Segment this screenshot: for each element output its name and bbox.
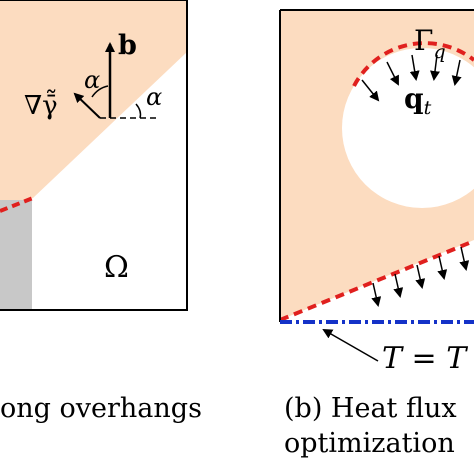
edge-flux-arrow <box>437 255 448 280</box>
edge-flux-arrows <box>371 246 470 307</box>
hole-flux-arrow <box>361 79 380 102</box>
flux-vector-subscript: t <box>424 97 432 119</box>
caption-b-line1: (b) Heat flux <box>284 393 457 424</box>
temperature-label: T = T <box>382 341 468 376</box>
angle-label-1: α <box>84 66 100 94</box>
panel-a: b ∇γ̄̃ α α Ω <box>0 0 188 311</box>
caption-a-line1: ong overhangs <box>0 393 202 424</box>
panel-b: Γq qt T = T <box>279 9 474 376</box>
hole-flux-arrow <box>386 61 399 86</box>
flux-boundary-subscript: q <box>433 41 445 63</box>
angle-arc-2 <box>135 103 142 119</box>
angle-label-2: α <box>146 83 162 111</box>
caption-b-line2: optimization <box>284 428 455 459</box>
hole-flux-arrow <box>451 59 462 86</box>
flux-boundary-label: Γq <box>414 24 446 63</box>
flux-boundary-a <box>0 196 34 213</box>
domain-frame-a <box>0 0 188 311</box>
gradient-arrow <box>73 92 101 119</box>
hole-flux-arrow <box>409 54 420 81</box>
edge-flux-arrow <box>415 264 426 289</box>
flux-vector-label: qt <box>404 82 432 119</box>
flux-boundary-hole <box>352 41 474 87</box>
support-region <box>0 200 32 310</box>
material-region-a <box>0 0 187 212</box>
void-hole <box>342 48 474 208</box>
gradient-label: ∇γ̄̃ <box>24 89 58 121</box>
angle-arc-1 <box>91 85 109 98</box>
edge-flux-arrow <box>393 273 404 298</box>
temperature-leader-arrow <box>322 329 379 362</box>
hole-flux-arrows <box>361 54 462 102</box>
edge-flux-arrow <box>459 246 470 271</box>
flux-vector-symbol: q <box>404 82 424 115</box>
edge-flux-arrow <box>371 282 382 307</box>
b-vector-label: b <box>118 30 137 61</box>
hole-flux-arrow <box>430 54 440 81</box>
domain-label: Ω <box>104 250 129 285</box>
flux-boundary-symbol: Γ <box>414 24 433 57</box>
material-bottom-edge <box>279 239 474 322</box>
